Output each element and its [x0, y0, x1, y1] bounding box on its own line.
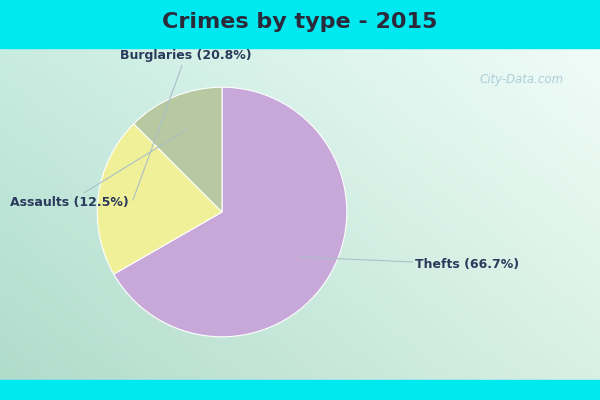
Wedge shape — [134, 87, 222, 212]
Wedge shape — [97, 124, 222, 274]
Text: Thefts (66.7%): Thefts (66.7%) — [300, 257, 520, 271]
Bar — [0, 0, 600, 48]
Bar — [0, 380, 600, 400]
Wedge shape — [114, 87, 347, 337]
Text: City-Data.com: City-Data.com — [480, 74, 564, 86]
Text: Assaults (12.5%): Assaults (12.5%) — [10, 129, 188, 208]
Text: Burglaries (20.8%): Burglaries (20.8%) — [119, 50, 251, 200]
Text: Crimes by type - 2015: Crimes by type - 2015 — [163, 12, 437, 32]
